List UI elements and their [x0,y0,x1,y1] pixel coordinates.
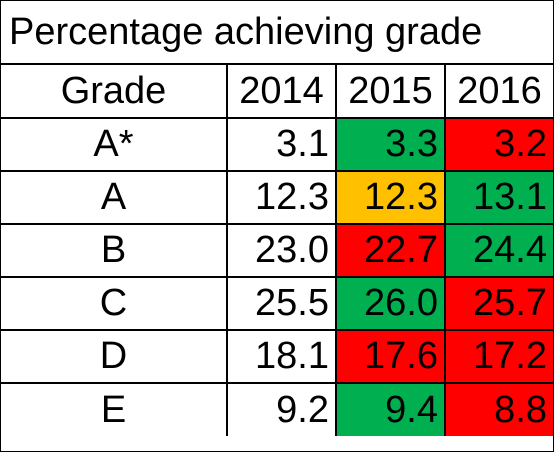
value-cell: 25.5 [226,276,337,331]
grades-table: Grade 2014 2015 2016 A* 3.1 3.3 3.2 A 12… [1,65,553,436]
header-grade: Grade [1,65,228,119]
table-row: A* 3.1 3.3 3.2 [1,117,553,172]
value-cell: 12.3 [335,170,446,225]
value-cell: 25.7 [444,276,553,331]
grade-label: D [1,329,228,384]
header-year-2015: 2015 [335,65,446,119]
table-row: C 25.5 26.0 25.7 [1,276,553,331]
value-cell: 3.3 [335,117,446,172]
grade-label: E [1,382,228,436]
value-cell: 8.8 [444,382,553,436]
header-row: Grade 2014 2015 2016 [1,65,553,119]
table-row: D 18.1 17.6 17.2 [1,329,553,384]
grade-label: C [1,276,228,331]
value-cell: 24.4 [444,223,553,278]
header-year-2016: 2016 [444,65,553,119]
value-cell: 23.0 [226,223,337,278]
table-title: Percentage achieving grade [1,1,553,65]
table-row: A 12.3 12.3 13.1 [1,170,553,225]
grade-label: A* [1,117,228,172]
value-cell: 17.2 [444,329,553,384]
table-row: E 9.2 9.4 8.8 [1,382,553,436]
value-cell: 18.1 [226,329,337,384]
value-cell: 9.4 [335,382,446,436]
value-cell: 3.2 [444,117,553,172]
table-row: B 23.0 22.7 24.4 [1,223,553,278]
value-cell: 17.6 [335,329,446,384]
grade-label: A [1,170,228,225]
value-cell: 3.1 [226,117,337,172]
value-cell: 22.7 [335,223,446,278]
value-cell: 12.3 [226,170,337,225]
grade-label: B [1,223,228,278]
value-cell: 9.2 [226,382,337,436]
value-cell: 13.1 [444,170,553,225]
header-year-2014: 2014 [226,65,337,119]
value-cell: 26.0 [335,276,446,331]
